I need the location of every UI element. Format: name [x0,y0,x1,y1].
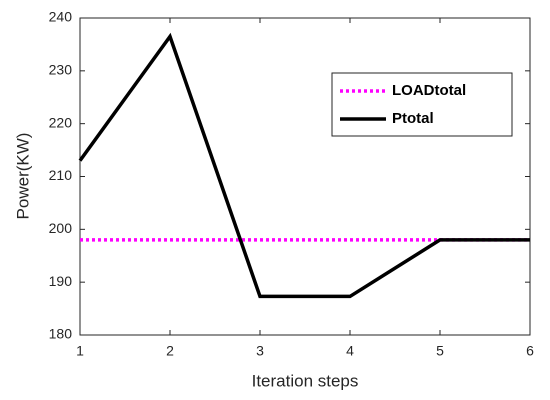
y-axis-title: Power(KW) [13,133,32,220]
x-tick-label: 1 [76,343,84,359]
x-tick-label: 5 [436,343,444,359]
x-axis-title: Iteration steps [252,371,359,390]
x-tick-label: 2 [166,343,174,359]
x-tick-label: 4 [346,343,354,359]
y-tick-label: 190 [49,273,73,289]
y-tick-label: 220 [49,114,73,130]
y-tick-label: 230 [49,62,73,78]
y-tick-label: 240 [49,9,73,25]
legend-box [331,72,513,137]
plot-frame [79,17,531,336]
legend-text: Ptotal [392,110,434,127]
x-tick-label: 3 [256,343,264,359]
y-tick-label: 200 [49,220,73,236]
legend-text: LOADtotal [392,82,466,99]
y-tick-label: 210 [49,167,73,183]
y-tick-label: 180 [49,326,73,342]
series-line [78,32,530,299]
x-tick-label: 6 [526,343,534,359]
